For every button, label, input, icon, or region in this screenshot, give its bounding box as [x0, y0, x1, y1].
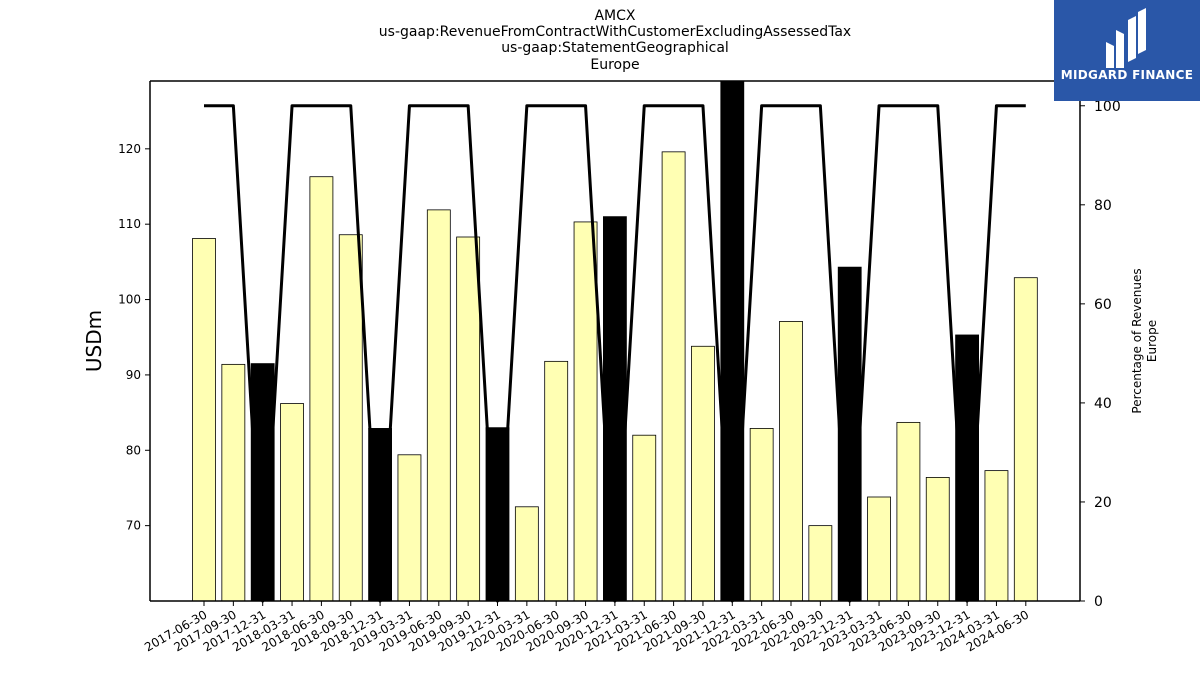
- y-tick-label: 80: [126, 443, 141, 457]
- bar: [925, 477, 950, 602]
- bar: [837, 266, 862, 602]
- x-tick-labels: 2017-06-302017-09-302017-12-312018-03-31…: [142, 601, 1031, 654]
- y2-axis-label-line-2: Europe: [1145, 320, 1159, 362]
- bar: [309, 176, 334, 602]
- bar: [720, 80, 745, 602]
- bar: [808, 525, 833, 602]
- chart-title-line-2: us-gaap:RevenueFromContractWithCustomerE…: [378, 24, 852, 40]
- bar: [632, 434, 657, 602]
- bar: [456, 236, 481, 602]
- bar: [896, 421, 921, 602]
- bar: [221, 363, 246, 602]
- logo-text: MIDGARD FINANCE: [1060, 68, 1194, 82]
- logo-mark-icon: [1106, 8, 1146, 68]
- y2-tick-label: 0: [1094, 594, 1103, 610]
- y-tick-label: 120: [118, 142, 141, 156]
- chart-title-line-4: Europe: [590, 57, 640, 73]
- y2-tick-label: 100: [1094, 99, 1121, 115]
- chart-title-line-1: AMCX: [594, 8, 636, 24]
- bar: [573, 221, 598, 602]
- y-tick-label: 90: [126, 368, 141, 382]
- bar: [603, 216, 627, 602]
- bar: [984, 470, 1009, 602]
- bar: [192, 238, 216, 602]
- bar: [280, 403, 304, 602]
- y2-tick-label: 20: [1094, 495, 1112, 511]
- bar: [1013, 277, 1038, 602]
- y2-tick-label: 40: [1094, 396, 1112, 412]
- y2-tick-label: 80: [1094, 198, 1112, 214]
- bar: [867, 496, 891, 602]
- y-axis-label: USDm: [82, 310, 106, 372]
- bar: [779, 321, 803, 602]
- y-tick-label: 70: [126, 519, 141, 533]
- chart-title-line-3: us-gaap:StatementGeographical: [501, 40, 729, 56]
- y-tick-label: 110: [118, 217, 141, 231]
- bar: [514, 506, 539, 602]
- midgard-finance-logo: MIDGARD FINANCE: [1054, 0, 1200, 101]
- y2-tick-label: 60: [1094, 297, 1112, 313]
- y2-axis-label-line-1: Percentage of Revenues: [1130, 268, 1144, 413]
- bar: [397, 454, 422, 602]
- bars-group: [192, 80, 1038, 602]
- y-tick-label: 100: [118, 293, 141, 307]
- bar: [691, 345, 715, 602]
- bar: [338, 234, 363, 602]
- bar: [544, 360, 569, 602]
- bar: [749, 428, 774, 602]
- bar: [661, 151, 686, 602]
- bar: [426, 209, 451, 602]
